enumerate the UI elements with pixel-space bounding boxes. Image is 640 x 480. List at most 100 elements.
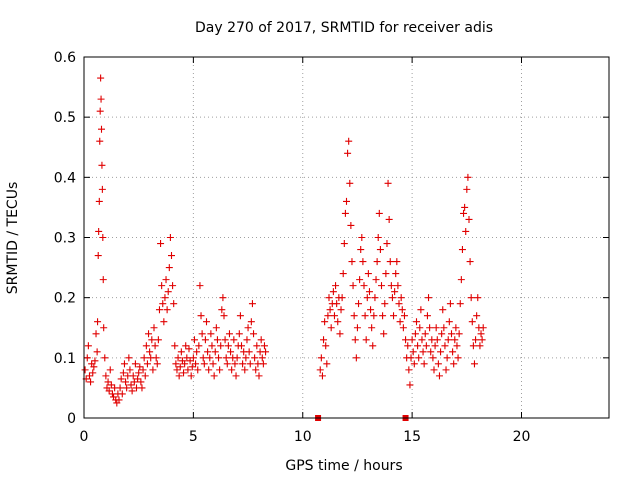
data-point [177, 348, 185, 356]
data-point [199, 354, 207, 362]
data-point [396, 318, 404, 326]
data-point [247, 318, 255, 326]
data-point [192, 360, 200, 368]
data-point [115, 396, 123, 404]
data-point [397, 294, 405, 302]
data-point [204, 348, 212, 356]
data-point [97, 74, 105, 82]
data-point [378, 282, 385, 290]
data-point [172, 360, 180, 368]
data-point [246, 360, 254, 368]
data-point [163, 306, 171, 314]
data-point [438, 330, 446, 338]
data-point [350, 312, 358, 320]
data-point [423, 312, 431, 320]
data-point [381, 300, 389, 308]
data-point [445, 318, 453, 326]
data-point [220, 312, 228, 320]
y-tick-label: 0.3 [54, 231, 76, 247]
data-point [106, 366, 114, 374]
data-point [175, 372, 183, 380]
data-point [358, 234, 366, 241]
data-point [219, 294, 227, 302]
data-point [91, 357, 99, 365]
data-point [99, 276, 107, 284]
data-point [94, 318, 102, 326]
data-point [405, 366, 413, 374]
data-point [205, 366, 213, 374]
data-point [450, 360, 458, 368]
data-point [164, 288, 172, 296]
data-point [374, 234, 382, 241]
data-point [433, 336, 441, 344]
data-point [422, 342, 430, 350]
data-point [92, 330, 100, 338]
data-point [385, 215, 393, 223]
data-point [188, 363, 196, 371]
data-point [449, 348, 457, 356]
data-point [257, 336, 265, 344]
data-point [98, 125, 105, 133]
data-point [430, 366, 438, 374]
data-point [452, 324, 460, 332]
data-point [323, 360, 331, 368]
data-point [173, 366, 181, 374]
data-point [367, 306, 375, 314]
data-point [330, 312, 338, 320]
data-point [395, 300, 403, 308]
data-point [248, 300, 256, 308]
data-point [369, 342, 377, 350]
data-point [212, 324, 220, 332]
data-point [476, 342, 484, 350]
data-point [168, 252, 175, 260]
data-point [418, 336, 426, 344]
data-point [98, 161, 106, 169]
data-point [244, 324, 252, 332]
y-axis-label: SRMTID / TECUs [5, 182, 21, 295]
data-point [189, 354, 197, 362]
data-point [105, 387, 113, 395]
y-tick-label: 0.1 [54, 351, 76, 367]
data-point [470, 360, 478, 368]
data-point [157, 240, 165, 248]
data-point [176, 363, 184, 371]
data-point [95, 197, 103, 205]
data-point [322, 342, 330, 350]
data-point [318, 372, 326, 380]
data-point [87, 378, 95, 386]
data-point [183, 354, 191, 362]
data-point [211, 348, 219, 356]
data-point [326, 306, 334, 314]
data-point [221, 336, 229, 344]
data-point [443, 354, 451, 362]
data-points [81, 74, 487, 407]
data-point [122, 378, 130, 386]
data-point [148, 336, 156, 344]
data-point [186, 357, 194, 365]
data-point [185, 345, 193, 353]
data-point [206, 354, 214, 362]
data-point [393, 258, 401, 266]
data-point [383, 240, 391, 248]
data-point [477, 330, 485, 338]
data-point [360, 282, 368, 290]
data-point [83, 354, 91, 362]
data-point [258, 354, 266, 362]
data-point [474, 294, 482, 302]
data-point [243, 336, 251, 344]
data-point [408, 336, 416, 344]
data-point [174, 354, 182, 362]
x-tick-label: 15 [403, 429, 421, 445]
data-point [464, 173, 472, 181]
data-point [417, 306, 425, 314]
data-point [410, 360, 418, 368]
data-point [251, 354, 259, 362]
data-point [242, 354, 250, 362]
data-point [150, 324, 158, 332]
data-point [373, 258, 381, 266]
data-point [426, 324, 434, 332]
data-point [456, 300, 464, 308]
data-point [255, 372, 263, 380]
data-point [339, 270, 347, 278]
